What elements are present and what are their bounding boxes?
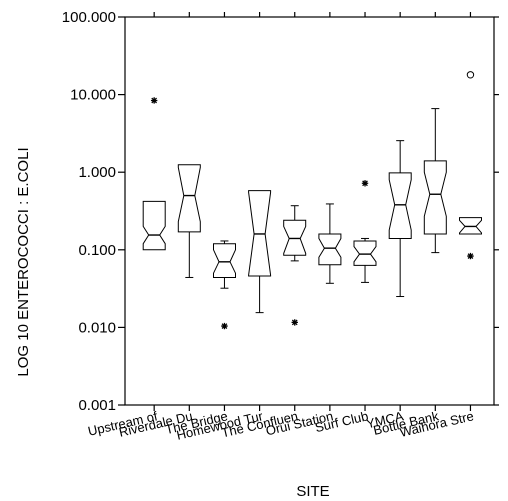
box-1 — [142, 97, 166, 251]
box-body — [353, 240, 377, 266]
box-body — [388, 172, 412, 239]
box-series — [142, 71, 482, 330]
y-tick-label: 10.000 — [70, 87, 116, 104]
box-6 — [318, 203, 342, 284]
box-body — [142, 200, 166, 251]
box-body — [177, 164, 201, 233]
box-4 — [248, 190, 272, 314]
box-10 — [459, 71, 482, 260]
box-body — [213, 243, 236, 278]
box-body — [248, 190, 272, 277]
box-body — [318, 233, 342, 266]
y-axis-label: LOG 10 ENTEROCOCCI : E.COLI — [15, 147, 32, 376]
outlier-star — [150, 97, 158, 104]
box-body — [459, 217, 482, 235]
outlier-star — [291, 319, 298, 326]
box-3 — [213, 240, 236, 330]
x-axis-label: SITE — [296, 483, 329, 500]
outlier-star — [221, 322, 228, 330]
plot-border — [124, 16, 495, 406]
plot-frame — [124, 16, 495, 406]
y-tick-label: 0.100 — [78, 242, 116, 259]
box-5 — [283, 205, 307, 326]
outlier-circle — [466, 71, 475, 79]
box-8 — [388, 140, 412, 298]
box-body — [283, 219, 307, 256]
y-tick-label: 100.000 — [62, 9, 116, 26]
y-axis: 0.001 0.010 0.100 1.000 10.000 100.000 — [62, 9, 499, 414]
y-tick-label: 0.001 — [78, 397, 116, 414]
box-2 — [177, 164, 201, 278]
y-tick-label: 1.000 — [78, 164, 116, 181]
box-9 — [423, 108, 447, 254]
outlier-star — [361, 180, 369, 187]
y-tick-label: 0.010 — [78, 319, 116, 336]
box-7 — [353, 180, 377, 283]
box-body — [423, 160, 447, 235]
outlier-star — [467, 252, 474, 260]
